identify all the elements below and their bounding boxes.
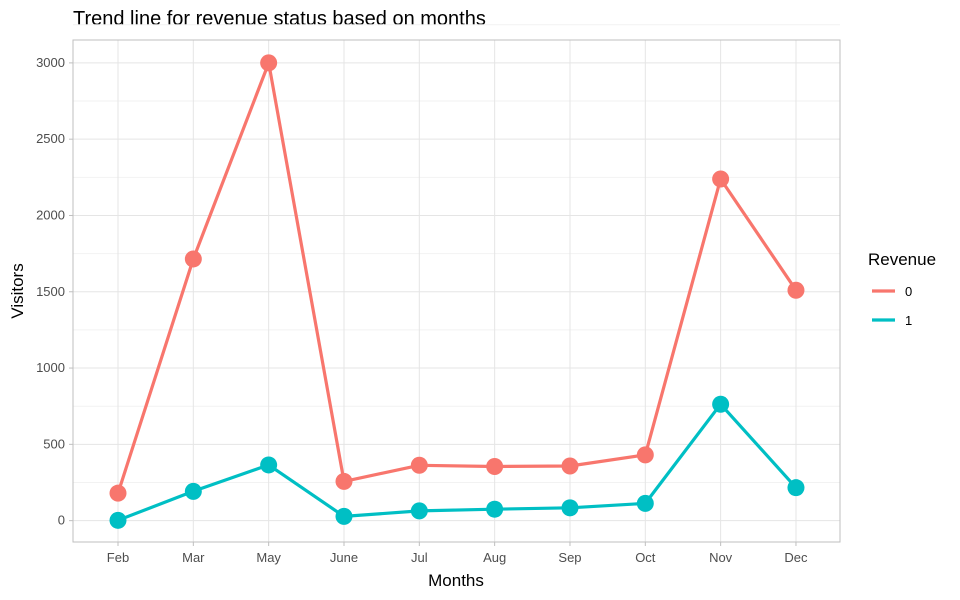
- data-point: [109, 484, 127, 502]
- x-tick-label: Feb: [107, 550, 129, 565]
- series-0: [109, 54, 805, 502]
- data-point: [410, 502, 428, 520]
- data-point: [184, 250, 202, 268]
- x-tick-label: June: [330, 550, 358, 565]
- data-point: [184, 482, 202, 500]
- x-tick-label: Aug: [483, 550, 506, 565]
- chart-title: Trend line for revenue status based on m…: [73, 8, 486, 30]
- x-axis-title: Months: [428, 571, 484, 590]
- data-point: [787, 479, 805, 497]
- data-point: [486, 500, 504, 518]
- plot-panel: [72, 39, 841, 543]
- data-point: [636, 446, 654, 464]
- legend: Revenue 01: [868, 250, 936, 328]
- series-1: [109, 395, 805, 529]
- data-point: [260, 54, 278, 72]
- data-point: [561, 457, 579, 475]
- data-point: [335, 507, 353, 525]
- legend-label-0: 0: [905, 284, 912, 299]
- x-tick-label: Jul: [411, 550, 428, 565]
- legend-items: 01: [872, 284, 912, 328]
- y-axis-title: Visitors: [8, 263, 27, 318]
- data-point: [109, 511, 127, 529]
- x-axis: Feb Mar May June Jul Aug Sep Oct Nov Dec: [107, 542, 808, 565]
- legend-title: Revenue: [868, 250, 936, 269]
- x-tick-label: Mar: [182, 550, 205, 565]
- data-point: [561, 499, 579, 517]
- y-tick-label: 500: [43, 436, 65, 451]
- legend-label-1: 1: [905, 313, 912, 328]
- x-tick-label: May: [256, 550, 281, 565]
- data-point: [787, 281, 805, 299]
- data-point: [335, 472, 353, 490]
- data-point: [410, 456, 428, 474]
- x-tick-label: Sep: [558, 550, 581, 565]
- series-line-1: [116, 402, 798, 522]
- data-point: [260, 456, 278, 474]
- y-tick-label: 2000: [36, 207, 65, 222]
- x-tick-label: Nov: [709, 550, 733, 565]
- data-point: [712, 395, 730, 413]
- data-point: [636, 494, 654, 512]
- y-tick-label: 1500: [36, 284, 65, 299]
- data-point: [712, 170, 730, 188]
- x-tick-label: Dec: [784, 550, 808, 565]
- y-axis: 0 500 1000 1500 2000 2500 3000: [36, 55, 73, 528]
- y-tick-label: 1000: [36, 360, 65, 375]
- x-tick-label: Oct: [635, 550, 656, 565]
- data-point: [486, 457, 504, 475]
- series-line-0: [116, 61, 798, 495]
- y-tick-label: 0: [58, 513, 65, 528]
- y-tick-label: 3000: [36, 55, 65, 70]
- series-layer: [109, 54, 805, 529]
- y-tick-label: 2500: [36, 131, 65, 146]
